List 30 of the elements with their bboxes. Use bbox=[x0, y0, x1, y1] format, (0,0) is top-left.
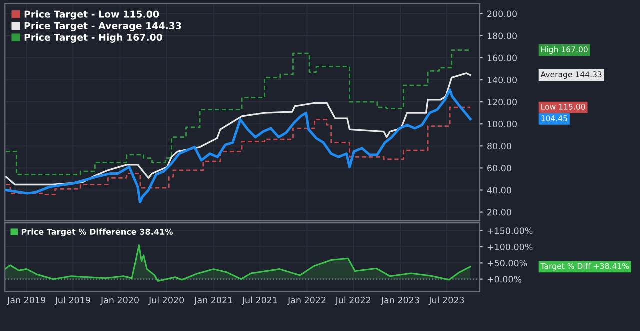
y-tick-label: +50.00% bbox=[488, 260, 528, 267]
y-tick-label: +150.00% bbox=[488, 228, 533, 234]
x-tick-label: Jul 2020 bbox=[148, 296, 184, 306]
y-tick-label: 200.00 bbox=[488, 10, 517, 18]
line-series bbox=[5, 72, 472, 186]
y-tick-label: +100.00% bbox=[488, 244, 533, 250]
x-tick-label: Jul 2021 bbox=[242, 296, 278, 306]
y-tick-label: 120.00 bbox=[488, 98, 517, 106]
x-tick-label: Jul 2023 bbox=[428, 296, 464, 306]
x-tick-label: Jul 2022 bbox=[335, 296, 371, 306]
x-tick-label: Jan 2020 bbox=[100, 296, 139, 306]
x-tick-label: Jan 2021 bbox=[194, 296, 232, 306]
x-tick-label: Jan 2019 bbox=[7, 296, 46, 306]
y-tick-label: 20.00 bbox=[488, 209, 512, 216]
legend-label: Price Target - High 167.00 bbox=[24, 34, 162, 43]
y-tick-label: 140.00 bbox=[488, 76, 517, 84]
legend-label: Price Target % Difference 38.41% bbox=[22, 228, 173, 237]
y-tick-label: 40.00 bbox=[487, 187, 512, 194]
x-tick-label: Jul 2019 bbox=[54, 296, 90, 306]
y-tick-label: 100.00 bbox=[488, 120, 517, 128]
y-tick-label: 80.00 bbox=[488, 142, 512, 150]
legend-label: Price Target - Low 115.00 bbox=[24, 10, 160, 20]
legend-label: Price Target - Average 144.33 bbox=[24, 22, 182, 32]
y-tick-label: 60.00 bbox=[488, 165, 512, 172]
y-tick-label: +0.00% bbox=[488, 276, 522, 283]
line-series bbox=[5, 88, 472, 204]
y-tick-label: 180.00 bbox=[488, 32, 517, 40]
x-tick-label: Jan 2022 bbox=[288, 296, 326, 306]
x-tick-label: Jan 2023 bbox=[380, 296, 420, 306]
y-tick-label: 160.00 bbox=[488, 54, 517, 62]
